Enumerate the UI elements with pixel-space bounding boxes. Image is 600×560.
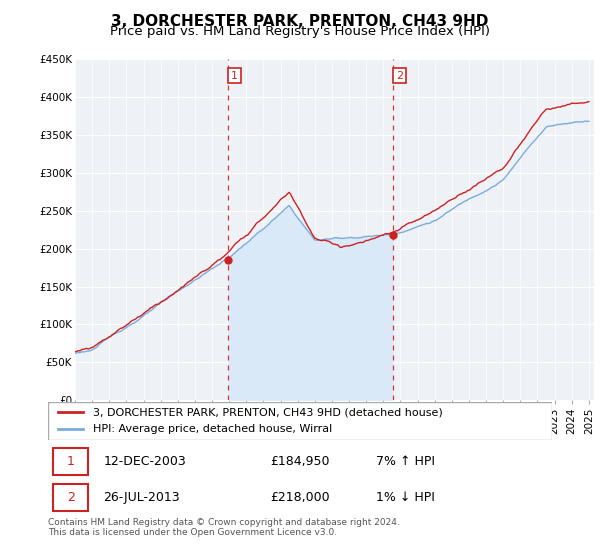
Text: 26-JUL-2013: 26-JUL-2013 bbox=[103, 491, 180, 505]
Text: Contains HM Land Registry data © Crown copyright and database right 2024.
This d: Contains HM Land Registry data © Crown c… bbox=[48, 518, 400, 538]
Text: Price paid vs. HM Land Registry's House Price Index (HPI): Price paid vs. HM Land Registry's House … bbox=[110, 25, 490, 38]
Text: HPI: Average price, detached house, Wirral: HPI: Average price, detached house, Wirr… bbox=[94, 424, 332, 434]
FancyBboxPatch shape bbox=[53, 484, 88, 511]
Text: 1% ↓ HPI: 1% ↓ HPI bbox=[376, 491, 434, 505]
Text: 3, DORCHESTER PARK, PRENTON, CH43 9HD: 3, DORCHESTER PARK, PRENTON, CH43 9HD bbox=[112, 14, 488, 29]
Text: £218,000: £218,000 bbox=[270, 491, 329, 505]
Text: 2: 2 bbox=[67, 491, 74, 505]
Text: 1: 1 bbox=[231, 71, 238, 81]
Text: 1: 1 bbox=[67, 455, 74, 468]
FancyBboxPatch shape bbox=[48, 402, 552, 440]
Text: 3, DORCHESTER PARK, PRENTON, CH43 9HD (detached house): 3, DORCHESTER PARK, PRENTON, CH43 9HD (d… bbox=[94, 407, 443, 417]
Text: £184,950: £184,950 bbox=[270, 455, 329, 468]
Text: 7% ↑ HPI: 7% ↑ HPI bbox=[376, 455, 434, 468]
FancyBboxPatch shape bbox=[53, 448, 88, 475]
Text: 2: 2 bbox=[395, 71, 403, 81]
Text: 12-DEC-2003: 12-DEC-2003 bbox=[103, 455, 186, 468]
